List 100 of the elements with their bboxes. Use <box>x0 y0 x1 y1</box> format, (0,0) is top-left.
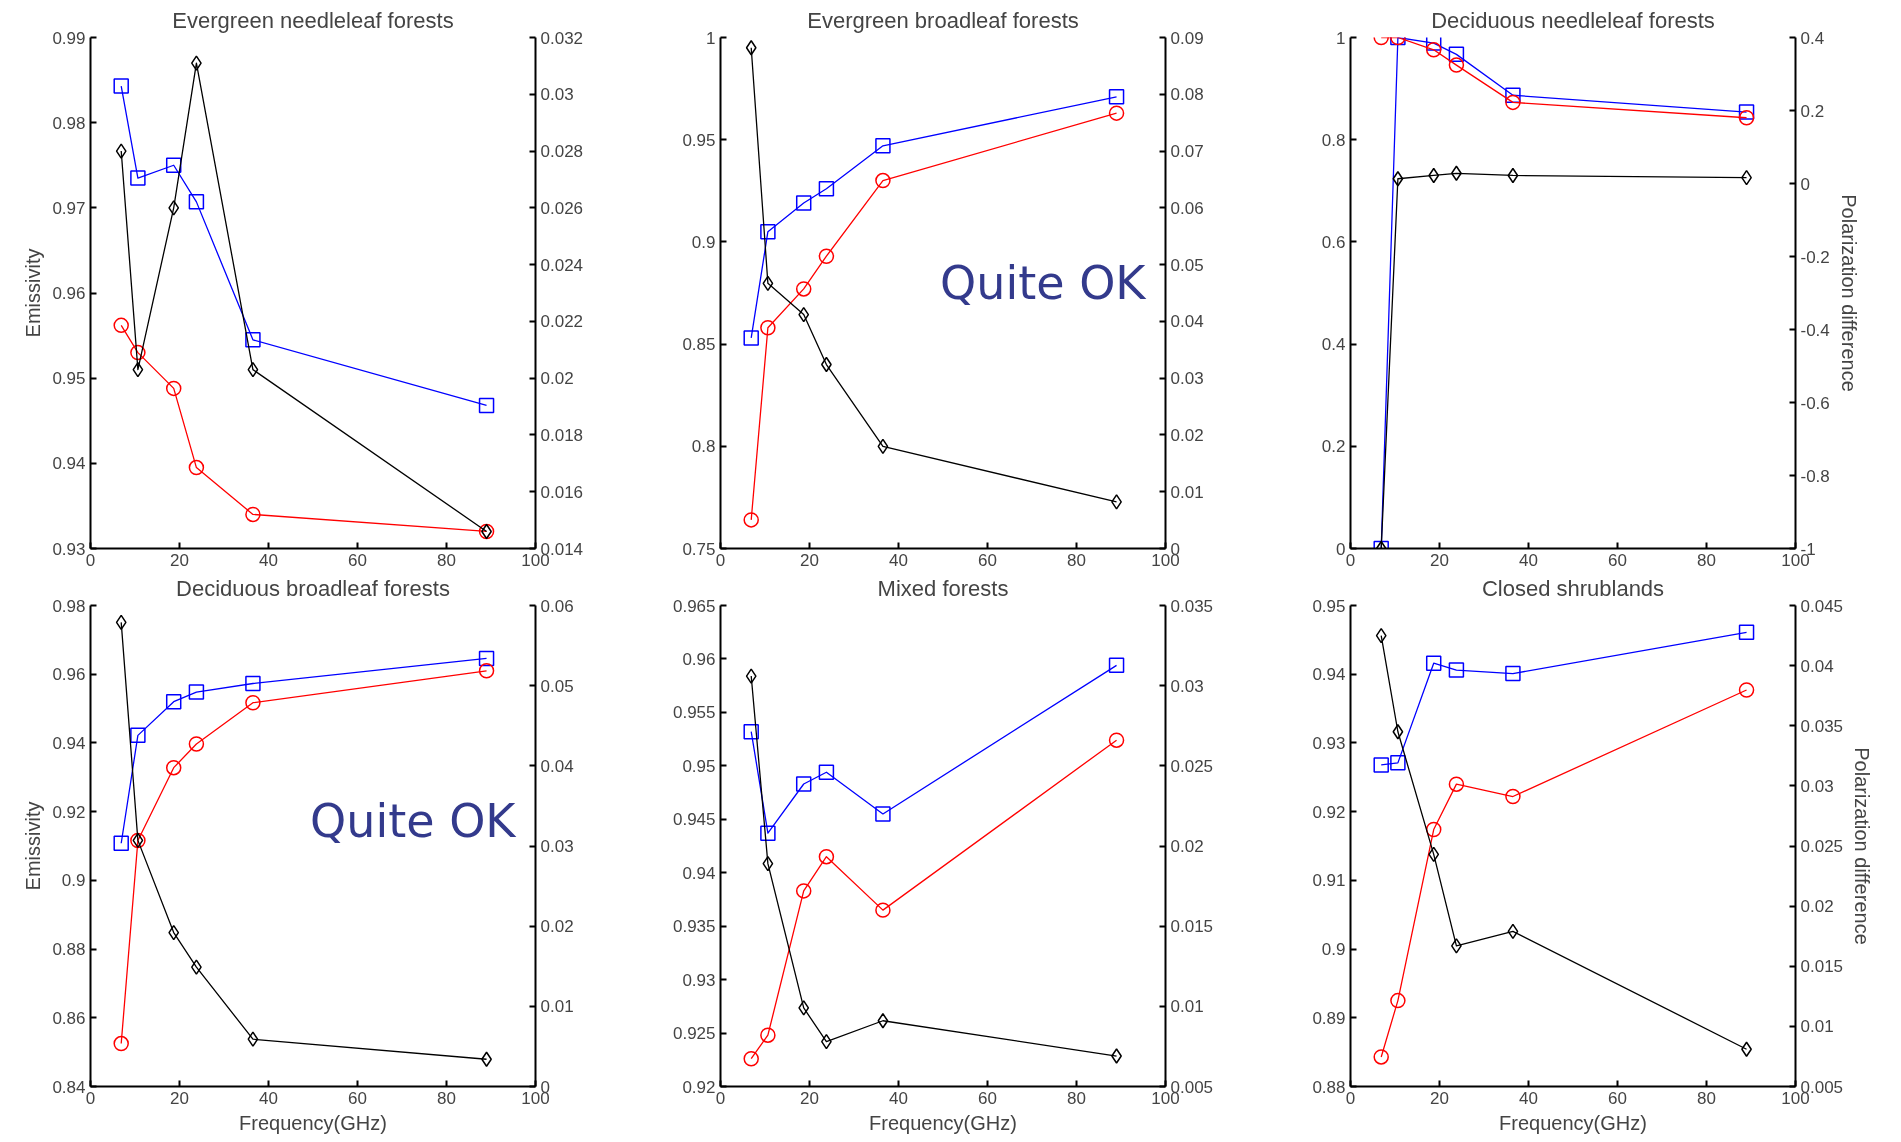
y2-tick-label: 0.025 <box>1800 837 1844 856</box>
x-tick-label: 20 <box>800 550 819 570</box>
y-tick-label: 0.94 <box>1312 665 1346 685</box>
y-tick-label: 0.95 <box>682 756 716 776</box>
y2-tick-label: 0.015 <box>1170 917 1214 937</box>
y2-tick-label: 0.045 <box>1800 596 1844 616</box>
y2-tick-label: 0.03 <box>540 85 574 105</box>
y-tick-label: 0.96 <box>52 665 86 685</box>
x-tick-label: 80 <box>1067 1088 1086 1108</box>
y-tick-label: 0.925 <box>672 1024 716 1044</box>
chart-title: Closed shrublands <box>1481 575 1665 601</box>
y-tick-label: 0.99 <box>52 28 86 48</box>
y-tick-label: 0.93 <box>52 539 86 559</box>
y-tick-label: 0.92 <box>682 1077 716 1097</box>
y2-tick-label: 0.08 <box>1170 85 1204 105</box>
y-tick-label: 0.92 <box>52 802 86 822</box>
y2-tick-label: 0.01 <box>540 997 574 1017</box>
y-tick-label: 0.75 <box>682 539 716 559</box>
y-tick-label: 0.8 <box>1321 130 1346 150</box>
y2-tick-label: 0.032 <box>540 28 584 48</box>
y-tick-label: 0.92 <box>1312 802 1346 822</box>
y2-tick-label: 0.024 <box>540 255 584 275</box>
y2-tick-label: 0.2 <box>1800 101 1825 121</box>
annotation: Quite OK <box>940 255 1148 310</box>
x-tick-label: 80 <box>1697 1088 1716 1108</box>
y2-tick-label: -0.8 <box>1800 466 1830 486</box>
x-tick-label: 40 <box>889 550 908 570</box>
y-tick-label: 0.91 <box>1312 871 1346 891</box>
y-axis-title: Emissivity <box>22 248 45 338</box>
y2-tick-label: 0.4 <box>1800 28 1825 48</box>
x-tick-label: 80 <box>437 550 456 570</box>
y2-tick-label: 0.03 <box>1800 776 1834 796</box>
y-tick-label: 1 <box>1336 28 1346 48</box>
y-tick-label: 0.94 <box>52 733 86 753</box>
x-tick-label: 60 <box>978 1088 997 1108</box>
y2-tick-label: -0.2 <box>1800 247 1830 267</box>
y-axis-title: Emissivity <box>22 801 45 891</box>
x-tick-label: 60 <box>1608 1088 1627 1108</box>
y2-tick-label: 0.016 <box>540 482 584 502</box>
x-tick-label: 40 <box>259 550 278 570</box>
y-tick-label: 0.9 <box>691 232 716 252</box>
y-tick-label: 0.96 <box>52 284 86 303</box>
x-tick-label: 60 <box>348 550 367 570</box>
y-tick-label: 0.955 <box>672 703 716 723</box>
y2-tick-label: 0.03 <box>540 837 574 856</box>
y-tick-label: 0.84 <box>52 1077 86 1097</box>
chart-title: Mixed forests <box>877 575 1009 601</box>
y2-tick-label: 0.035 <box>1170 596 1214 616</box>
y-tick-label: 0.96 <box>682 649 716 669</box>
y2-tick-label: 0.03 <box>1170 676 1204 696</box>
annotation: Quite OK <box>310 793 518 848</box>
y-tick-label: 0.93 <box>682 970 716 990</box>
y-tick-label: 0.98 <box>52 596 86 616</box>
y-tick-label: 0.85 <box>682 335 716 355</box>
y-tick-label: 0.93 <box>1312 733 1346 753</box>
y-tick-label: 0.88 <box>1312 1077 1346 1097</box>
y2-tick-label: 0.04 <box>1800 656 1834 676</box>
y-tick-label: 0.86 <box>52 1008 86 1028</box>
y2-tick-label: 0.02 <box>1170 425 1204 445</box>
y2-axis-title: Polarization difference <box>1837 194 1860 392</box>
y2-tick-label: 0.05 <box>540 676 574 696</box>
y-tick-label: 0.8 <box>691 437 716 457</box>
y2-tick-label: 0.035 <box>1800 716 1844 736</box>
x-tick-label: 60 <box>348 1088 367 1108</box>
x-tick-label: 20 <box>170 550 189 570</box>
x-axis-title: Frequency(GHz) <box>1499 1111 1647 1134</box>
y2-tick-label: 0.04 <box>1170 312 1204 332</box>
y2-tick-label: 0.01 <box>1800 1017 1834 1037</box>
y2-tick-label: 0.09 <box>1170 28 1204 48</box>
y2-tick-label: 0.07 <box>1170 142 1204 162</box>
x-tick-label: 40 <box>889 1088 908 1108</box>
y2-tick-label: 0.05 <box>1170 255 1204 275</box>
y-tick-label: 1 <box>706 28 716 48</box>
y-tick-label: 0.6 <box>1321 232 1346 252</box>
y2-tick-label: 0 <box>1800 174 1810 194</box>
x-tick-label: 40 <box>259 1088 278 1108</box>
x-tick-label: 20 <box>800 1088 819 1108</box>
y-tick-label: 0.95 <box>52 369 86 389</box>
y2-axis-title: Polarization difference <box>1851 747 1874 945</box>
y2-tick-label: 0.028 <box>540 142 584 162</box>
y2-tick-label: -0.6 <box>1800 393 1830 413</box>
y-tick-label: 0.2 <box>1321 437 1346 457</box>
y-tick-label: 0.89 <box>1312 1008 1346 1028</box>
y-tick-label: 0.94 <box>682 863 716 883</box>
x-tick-label: 80 <box>1697 550 1716 570</box>
x-tick-label: 20 <box>1430 1088 1449 1108</box>
y2-tick-label: 0.025 <box>1170 756 1214 776</box>
chart-title: Deciduous needleleaf forests <box>1431 7 1715 33</box>
y-tick-label: 0.94 <box>52 454 86 474</box>
y2-tick-label: 0.02 <box>540 917 574 937</box>
y2-tick-label: 0.06 <box>1170 198 1204 218</box>
chart-title: Evergreen needleleaf forests <box>172 7 454 33</box>
y2-tick-label: 0.06 <box>540 596 574 616</box>
x-axis-title: Frequency(GHz) <box>869 1111 1017 1134</box>
x-tick-label: 60 <box>978 550 997 570</box>
y-tick-label: 0.95 <box>682 130 716 150</box>
y2-tick-label: 0.015 <box>1800 957 1844 977</box>
y-tick-label: 0.95 <box>1312 596 1346 616</box>
x-tick-label: 20 <box>1430 550 1449 570</box>
x-tick-label: 20 <box>170 1088 189 1108</box>
